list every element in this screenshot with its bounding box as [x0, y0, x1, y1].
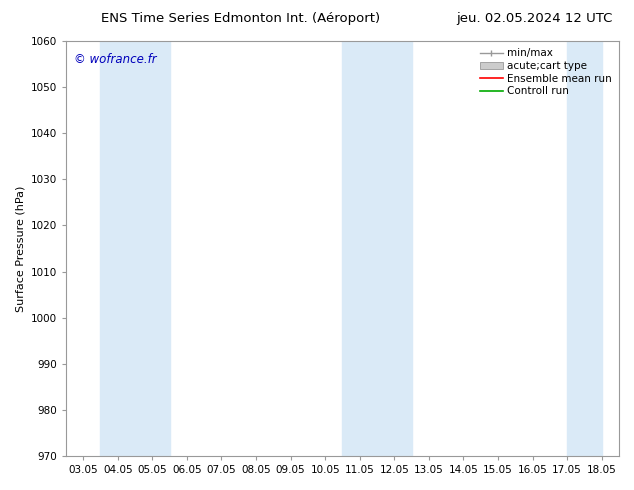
Y-axis label: Surface Pressure (hPa): Surface Pressure (hPa) — [15, 185, 25, 312]
Text: © wofrance.fr: © wofrance.fr — [74, 53, 157, 67]
Bar — [100, 41, 169, 456]
Text: jeu. 02.05.2024 12 UTC: jeu. 02.05.2024 12 UTC — [456, 12, 613, 25]
Legend: min/max, acute;cart type, Ensemble mean run, Controll run: min/max, acute;cart type, Ensemble mean … — [478, 46, 614, 98]
Bar — [567, 41, 602, 456]
Text: ENS Time Series Edmonton Int. (Aéroport): ENS Time Series Edmonton Int. (Aéroport) — [101, 12, 380, 25]
Bar — [342, 41, 411, 456]
